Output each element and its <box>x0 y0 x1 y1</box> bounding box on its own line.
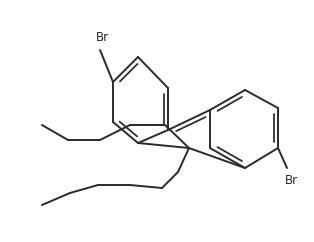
Text: Br: Br <box>285 174 298 187</box>
Text: Br: Br <box>96 31 109 44</box>
